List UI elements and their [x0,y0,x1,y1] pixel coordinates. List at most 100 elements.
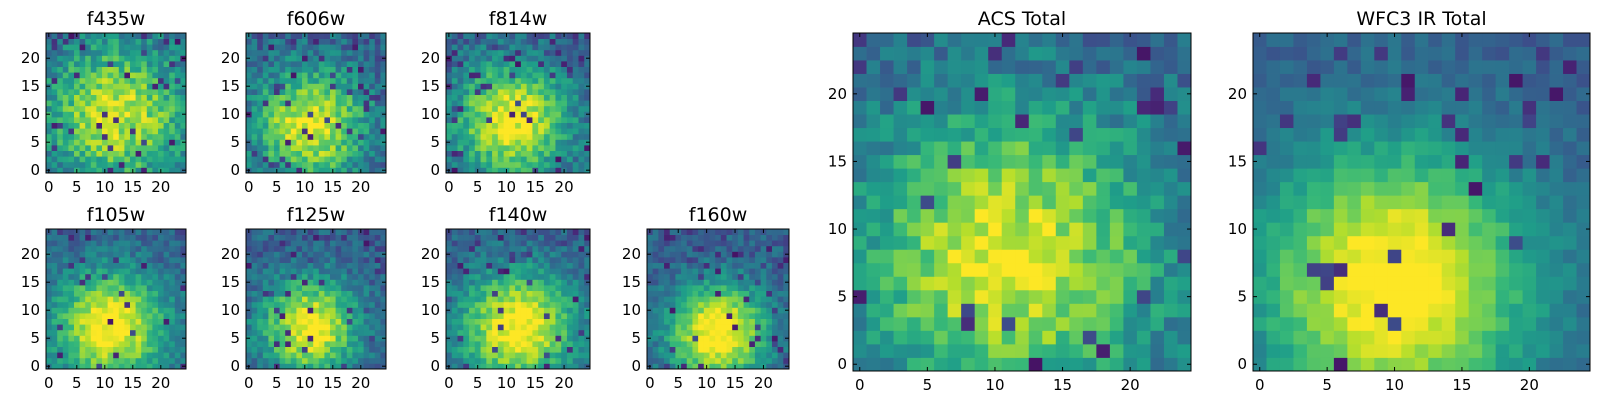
heatmap-cell [324,341,331,347]
axes-frame [45,32,187,174]
heatmap-cell [135,257,142,263]
heatmap-cell [658,357,665,364]
heatmap-cell [777,262,784,269]
heatmap-cell [346,139,353,146]
heatmap-cell [57,363,64,370]
heatmap-cell [749,251,756,258]
heatmap-cell [703,301,710,308]
heatmap-cell [251,240,258,247]
heatmap-cell [130,262,136,269]
heatmap-cell [486,324,493,331]
heatmap-cell [62,268,69,275]
heatmap-cell [572,240,579,247]
heatmap-cell [113,122,120,129]
heatmap-cell [290,38,297,45]
heatmap-cell [79,346,86,353]
heatmap-cell [330,128,336,135]
heatmap-cell [474,307,481,314]
heatmap-cell [62,77,69,84]
heatmap-cell [96,83,103,90]
heatmap-cell [107,341,114,347]
heatmap-cell [158,61,164,67]
heatmap-cell [760,313,767,319]
heatmap-cell [90,251,97,258]
heatmap-cell [68,346,75,353]
heatmap-cell [703,234,710,241]
heatmap-cell [497,38,504,45]
heatmap-cell [251,145,258,151]
heatmap-cell [669,245,676,252]
heatmap-cell [163,145,170,151]
heatmap-cell [68,66,75,73]
heatmap-cell [118,268,125,275]
heatmap-cell [307,83,314,90]
heatmap-cell [463,139,470,146]
heatmap-cell [330,307,336,314]
heatmap-cell [451,313,458,319]
heatmap-cell [474,100,481,107]
heatmap-cell [74,352,80,359]
heatmap-cell [692,251,699,258]
heatmap-cell [352,105,359,112]
heatmap-cell [486,139,493,146]
heatmap-cell [290,117,297,123]
heatmap-cell [497,251,504,258]
heatmap-cell [296,335,303,342]
heatmap-cell [313,234,320,241]
heatmap-cell [451,66,458,73]
heatmap-cell [279,111,286,118]
heatmap-cell [497,363,504,370]
heatmap-cell [532,262,539,269]
heatmap-cell [566,38,574,45]
heatmap-cell [290,94,297,101]
heatmap-cell [163,38,170,45]
heatmap-cell [561,94,568,101]
heatmap-cell [974,208,989,223]
heatmap-cell [549,83,556,90]
heatmap-cell [296,346,303,353]
heatmap-cell [760,290,767,297]
heatmap-cell [246,268,252,275]
heatmap-cell [543,89,551,95]
heatmap-cell [543,262,551,269]
heatmap-cell [720,363,727,370]
heatmap-cell [169,318,176,325]
heatmap-cell [538,33,545,39]
heatmap-cell [107,117,114,123]
heatmap-cell [180,61,187,67]
heatmap-cell [880,168,894,183]
heatmap-cell [74,49,80,56]
x-tick-label: 15 [526,374,545,392]
heatmap-cell [1069,316,1084,331]
heatmap-cell [652,245,659,252]
heatmap-cell [446,285,453,291]
heatmap-cell [566,245,574,252]
heatmap-cell [675,296,682,303]
heatmap-cell [307,145,314,151]
heatmap-cell [180,285,187,291]
heatmap-cell [352,324,359,331]
heatmap-cell [68,139,75,146]
heatmap-cell [463,122,470,129]
heatmap-cell [561,117,568,123]
heatmap-cell [566,251,574,258]
heatmap-cell [1123,303,1138,318]
heatmap-cell [486,257,493,263]
heatmap-cell [318,100,325,107]
heatmap-cell [555,357,562,364]
heatmap-cell [561,285,568,291]
heatmap-cell [561,49,568,56]
heatmap-cell [474,335,481,342]
heatmap-cell [85,44,92,51]
heatmap-cell [526,49,533,56]
heatmap-cell [451,145,458,151]
heatmap-cell [457,234,464,241]
heatmap-cell [777,301,784,308]
heatmap-cell [988,168,1003,183]
heatmap-cell [532,83,539,90]
heatmap-cell [486,335,493,342]
heatmap-cell [543,128,551,135]
y-tick-label: 0 [30,357,40,375]
heatmap-cell [274,234,280,241]
heatmap-cell [681,257,688,263]
